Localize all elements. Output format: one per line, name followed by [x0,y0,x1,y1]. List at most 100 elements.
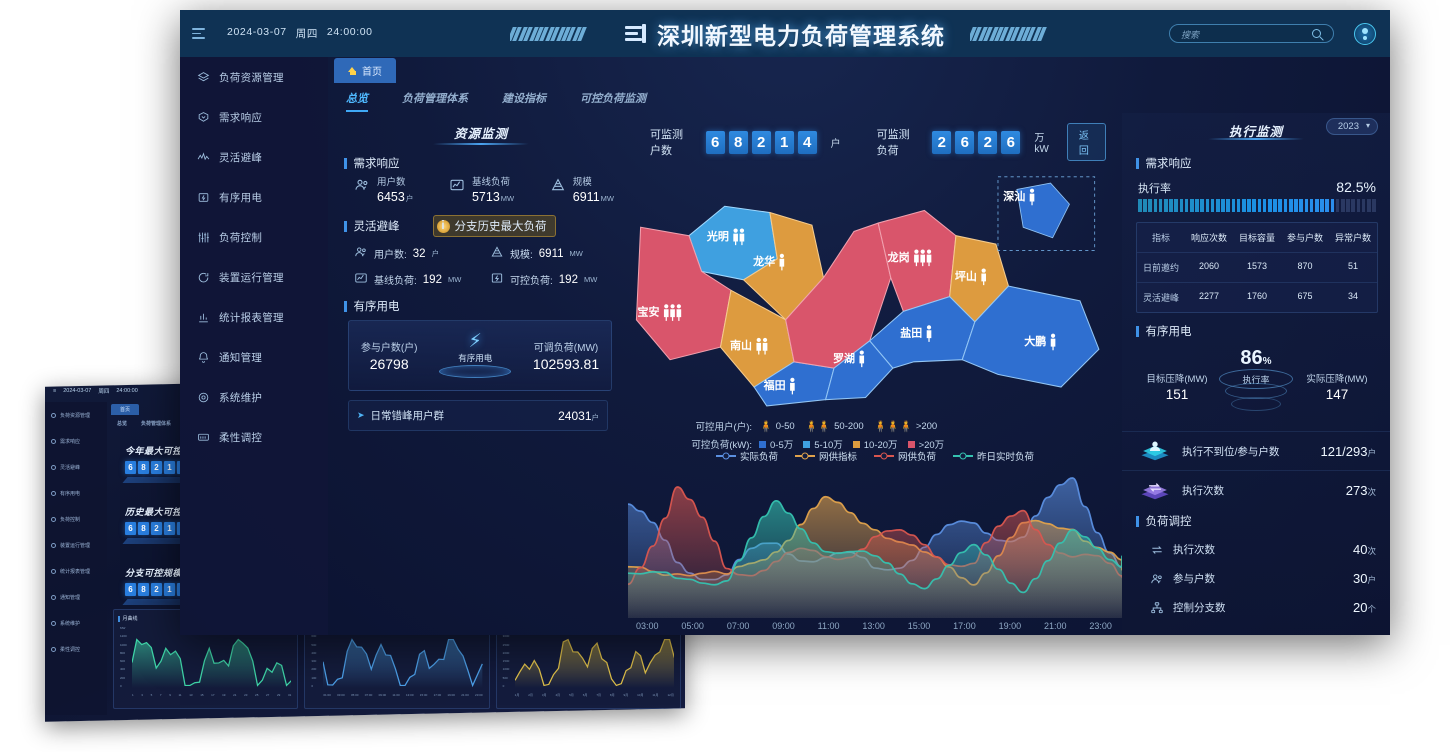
chart-legend-item-3[interactable]: 昨日实时负荷 [953,449,1034,463]
bg-x-label: 19 [222,693,226,697]
chart-legend-item-2[interactable]: 网供负荷 [874,449,936,463]
bg-item-label: 柔性调控 [60,646,81,653]
fp-item-value: 192 [422,273,442,286]
legend-user-text: >200 [915,420,938,432]
map-label-龙岗: 龙岗 [887,250,910,264]
digit: 6 [1001,130,1021,154]
x-tick: 21:00 [1043,621,1067,631]
x-tick: 03:00 [636,621,659,631]
user-avatar[interactable] [1354,22,1376,45]
tab-可控负荷监测[interactable]: 可控负荷监测 [580,93,646,105]
chart-legend-item-1[interactable]: 网供指标 [794,449,857,463]
bg-sidebar-item-3[interactable]: 有序用电 [45,480,107,506]
sidebar-item-6[interactable]: 统计报表管理 [180,297,328,337]
tabbar[interactable]: 首页 [328,57,1390,83]
table-cell: 51 [1347,261,1358,271]
bg-y-label: 2500 [502,642,510,647]
chart-legend[interactable]: 实际负荷 网供指标 网供负荷 昨日实时负荷 [628,445,1122,463]
table-header-cell: 异常户数 [1334,233,1371,243]
bell-icon [198,351,209,363]
bg-sidebar-item-5[interactable]: 装置运行管理 [45,532,107,558]
fp-item-3: 可控负荷: 192 MW [490,271,616,288]
bg-sidebar-item-7[interactable]: 通知管理 [45,584,107,610]
search-input[interactable] [1181,25,1301,44]
participants-value: 26798 [369,355,409,372]
rate-segment-9 [1184,199,1189,212]
legend-text: 网供负荷 [898,452,937,463]
sidebar-item-7[interactable]: 通知管理 [180,337,328,377]
sidebar[interactable]: 负荷资源管理 需求响应 灵活避峰 有序用电 负荷控制装置运行管理统计报表管理通知管理系统… [180,57,328,635]
bg-sidebar-item-2[interactable]: 灵活避峰 [45,454,107,480]
home-tab[interactable]: 首页 [334,58,396,83]
sidebar-item-8[interactable]: 系统维护 [180,377,328,417]
gear-icon [198,392,209,402]
sidebar-item-label: 装置运行管理 [219,271,284,284]
sidebar-item-1[interactable]: 需求响应 [180,97,328,137]
exchange-icon [1152,545,1162,554]
tab-负荷管理体系[interactable]: 负荷管理体系 [402,93,468,105]
bg-chart-x-axis: 1月 2月 3月 4月 5月 6月 7月 8月 9月 10月 11月 12月 [515,693,674,697]
bg-sidebar-item-4[interactable]: 负荷控制 [45,506,107,532]
sidebar-item-5[interactable]: 装置运行管理 [180,257,328,297]
bg-x-label: 05:00 [350,693,359,697]
rate-segment-2 [1148,199,1153,212]
year-select[interactable]: 2023 [1325,118,1378,135]
bg-chart-area [514,639,674,688]
bg-sidebar-item-0[interactable]: 负荷资源管理 [45,402,107,428]
back-button[interactable]: 返回 [1066,123,1106,161]
tab-建设指标[interactable]: 建设指标 [502,93,546,105]
stat-value: 5713MW [471,189,515,204]
bg-home-tab[interactable]: 首页 [111,403,140,415]
bolt-icon: ⚡ [468,331,482,353]
bg-chart-line [323,638,483,688]
subtabs[interactable]: 总览 负荷管理体系 建设指标 可控负荷监测 [328,83,1390,112]
right-panel-header: 执行监测 2023 [1122,113,1390,145]
tab-总览[interactable]: 总览 [346,90,368,112]
bg-sidebar-item-1[interactable]: 需求响应 [45,428,107,454]
chart-legend-item-0[interactable]: 实际负荷 [715,449,778,463]
sidebar-item-0[interactable]: 负荷资源管理 [180,57,328,97]
bg-y-label: 400 [120,667,126,672]
orderly-row-unit: 次 [1367,486,1376,497]
counter1-unit: 户 [830,138,841,150]
sidebar-item-9[interactable]: 柔性调控 [180,417,328,457]
bg-y-label: 1000 [502,667,510,672]
bg-y-label: 0 [502,683,505,688]
left-panel: 资源监测 需求响应 用户数 6453户 基线负荷 5713MW 规模 6911MW 灵活避… [328,113,628,635]
sidebar-item-2[interactable]: 灵活避峰 [180,137,328,177]
bg-sidebar-item-6[interactable]: 统计报表管理 [45,558,107,584]
bg-x-label: 23:00 [475,693,483,697]
bg-sidebar[interactable]: 负荷资源管理 需求响应 灵活避峰 有序用电 负荷控制装置运行管理统计报表管理 通知管理 系统… [45,402,107,715]
main-dashboard-window[interactable]: 2024-03-07 周四 24:00:00 深圳新型电力负荷管理系统 负荷资源… [180,10,1390,635]
actual-reduction: 实际压降(MW) 147 [1294,371,1380,402]
header-time: 24:00:00 [326,26,373,38]
badge-label: 有序用电 [458,353,493,364]
bg-x-label: 21:00 [461,693,469,697]
rate-segment-35 [1320,199,1324,212]
legend-load-item-1: 5-10万 [803,437,843,451]
search-icon[interactable] [1312,29,1321,38]
bg-tab-总览[interactable]: 总览 [117,421,128,427]
sidebar-item-label: 通知管理 [219,351,263,364]
bg-y-label: 0 [120,683,122,688]
gear-icon [197,391,210,404]
bg-item-label: 装置运行管理 [60,542,91,549]
bg-tab-负荷管理体系[interactable]: 负荷管理体系 [141,421,172,427]
daily-peak-shift-row[interactable]: ➤ 日常错峰用户群 24031户 [348,400,608,432]
hamburger-menu-icon[interactable] [192,28,205,39]
section-title: 灵活避峰 [353,221,400,234]
sitemap-icon [1151,601,1163,613]
digit: 1 [774,130,794,154]
x-tick: 23:00 [1089,621,1112,631]
bg-menu-icon[interactable]: ≡ [53,388,57,394]
bg-sidebar-item-8[interactable]: 系统维护 [45,610,107,636]
actual-label: 实际压降(MW) [1306,374,1368,385]
sidebar-item-4[interactable]: 负荷控制 [180,217,328,257]
section-orderly-power: 有序用电 [344,298,618,314]
bg-sidebar-item-9[interactable]: 柔性调控 [45,636,107,662]
sidebar-item-3[interactable]: 有序用电 [180,177,328,217]
shenzhen-map[interactable]: 光明 宝安 龙华 南山 福田 罗湖 龙岗 坪山 盐田 大鹏 深汕 可控用户(户): 🧍 0-50 🧍🧍 5… [628,159,1122,451]
search-box[interactable] [1169,24,1334,44]
stat-unit: MW [600,193,614,203]
